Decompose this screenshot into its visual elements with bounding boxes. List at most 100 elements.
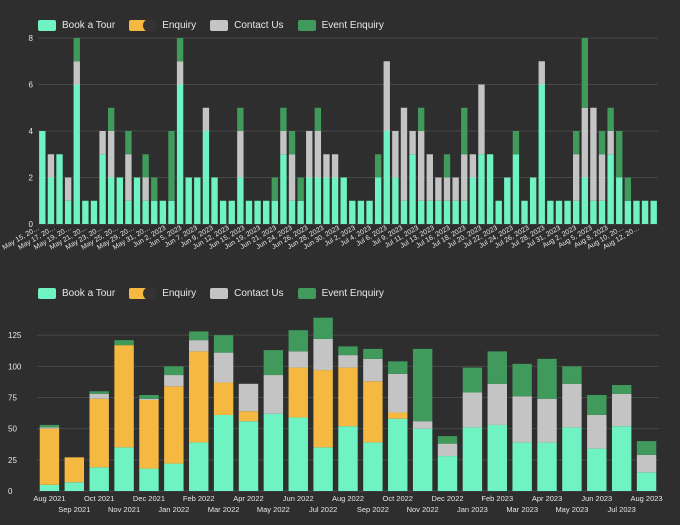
bar-segment-book-a-tour[interactable] xyxy=(529,177,537,225)
bar-segment-book-a-tour-monthly[interactable] xyxy=(388,418,408,491)
bar-segment-book-a-tour[interactable] xyxy=(504,177,511,225)
bar-segment-book-a-tour-monthly[interactable] xyxy=(263,413,284,491)
bar-segment-contact-us[interactable] xyxy=(443,177,451,201)
bar-segment-book-a-tour[interactable] xyxy=(297,200,304,224)
bar-segment-book-a-tour[interactable] xyxy=(452,200,459,224)
bar-segment-book-a-tour[interactable] xyxy=(56,154,63,224)
bar-segment-book-a-tour[interactable] xyxy=(573,200,580,224)
bar-segment-book-a-tour-monthly[interactable] xyxy=(164,463,184,491)
bar-segment-contact-us-monthly[interactable] xyxy=(288,351,308,368)
bar-segment-book-a-tour-monthly[interactable] xyxy=(512,442,532,491)
bar-segment-book-a-tour-monthly[interactable] xyxy=(139,468,159,491)
bar-segment-contact-us[interactable] xyxy=(573,154,580,201)
bar-segment-event-enquiry-monthly[interactable] xyxy=(288,330,308,352)
bar-segment-contact-us-monthly[interactable] xyxy=(363,358,383,382)
bar-segment-contact-us[interactable] xyxy=(469,154,477,178)
bar-segment-book-a-tour[interactable] xyxy=(400,200,408,224)
bar-segment-contact-us[interactable] xyxy=(461,154,468,201)
bar-segment-book-a-tour[interactable] xyxy=(538,84,545,225)
bar-segment-contact-us[interactable] xyxy=(538,61,545,85)
bar-segment-book-a-tour[interactable] xyxy=(228,200,235,224)
legend-item-enquiry[interactable]: Enquiry xyxy=(129,19,196,32)
bar-segment-book-a-tour[interactable] xyxy=(263,200,270,224)
bar-segment-event-enquiry[interactable] xyxy=(168,131,175,201)
bar-segment-event-enquiry[interactable] xyxy=(73,38,80,62)
bar-segment-book-a-tour[interactable] xyxy=(237,177,244,225)
bar-segment-enquiry-monthly[interactable] xyxy=(313,370,333,448)
legend-item-enquiry[interactable]: Enquiry xyxy=(129,287,196,300)
bar-segment-contact-us[interactable] xyxy=(237,131,244,178)
bar-segment-event-enquiry-monthly[interactable] xyxy=(562,366,582,384)
bar-segment-contact-us-monthly[interactable] xyxy=(263,375,284,414)
bar-segment-contact-us-monthly[interactable] xyxy=(164,375,184,387)
bar-segment-book-a-tour-monthly[interactable] xyxy=(213,414,234,491)
bar-segment-book-a-tour[interactable] xyxy=(650,200,657,224)
bar-segment-event-enquiry[interactable] xyxy=(108,107,115,131)
bar-segment-contact-us-monthly[interactable] xyxy=(213,352,234,383)
bar-segment-contact-us-monthly[interactable] xyxy=(487,383,507,425)
bar-segment-contact-us-monthly[interactable] xyxy=(462,392,483,428)
bar-segment-enquiry-monthly[interactable] xyxy=(238,411,259,422)
bar-segment-event-enquiry-monthly[interactable] xyxy=(114,340,134,346)
bar-segment-contact-us[interactable] xyxy=(435,177,442,201)
bar-segment-contact-us[interactable] xyxy=(426,154,433,201)
bar-segment-book-a-tour-monthly[interactable] xyxy=(562,427,582,491)
bar-segment-book-a-tour[interactable] xyxy=(555,200,563,224)
bar-segment-event-enquiry[interactable] xyxy=(443,154,451,178)
bar-segment-book-a-tour[interactable] xyxy=(366,200,373,224)
bar-segment-contact-us[interactable] xyxy=(125,154,132,201)
bar-segment-event-enquiry-monthly[interactable] xyxy=(412,348,433,422)
bar-segment-book-a-tour-monthly[interactable] xyxy=(487,424,507,491)
bar-segment-contact-us[interactable] xyxy=(392,131,399,178)
bar-segment-contact-us[interactable] xyxy=(598,154,606,201)
bar-segment-contact-us[interactable] xyxy=(280,131,287,155)
bar-segment-book-a-tour[interactable] xyxy=(323,177,330,225)
bar-segment-contact-us[interactable] xyxy=(202,107,210,131)
bar-segment-book-a-tour-monthly[interactable] xyxy=(64,482,85,491)
bar-segment-book-a-tour[interactable] xyxy=(194,177,201,225)
bar-segment-contact-us[interactable] xyxy=(590,107,597,201)
bar-segment-contact-us[interactable] xyxy=(452,177,459,201)
bar-segment-book-a-tour[interactable] xyxy=(443,200,451,224)
bar-segment-book-a-tour-monthly[interactable] xyxy=(537,442,557,491)
bar-segment-enquiry-monthly[interactable] xyxy=(338,367,358,427)
legend-item-book-a-tour[interactable]: Book a Tour xyxy=(38,288,115,299)
bar-segment-book-a-tour[interactable] xyxy=(245,200,253,224)
bar-segment-book-a-tour[interactable] xyxy=(564,200,571,224)
bar-segment-contact-us[interactable] xyxy=(331,154,339,178)
bar-segment-contact-us[interactable] xyxy=(176,61,184,85)
bar-segment-book-a-tour[interactable] xyxy=(185,177,192,225)
bar-segment-book-a-tour-monthly[interactable] xyxy=(636,472,657,491)
bar-segment-event-enquiry-monthly[interactable] xyxy=(587,395,607,415)
bar-segment-book-a-tour[interactable] xyxy=(314,177,322,225)
bar-segment-book-a-tour[interactable] xyxy=(288,200,296,224)
bar-segment-book-a-tour-monthly[interactable] xyxy=(611,426,632,491)
bar-segment-book-a-tour[interactable] xyxy=(108,177,115,225)
bar-segment-book-a-tour[interactable] xyxy=(357,200,365,224)
bar-segment-event-enquiry[interactable] xyxy=(374,154,382,178)
bar-segment-contact-us-monthly[interactable] xyxy=(388,373,408,413)
bar-segment-event-enquiry-monthly[interactable] xyxy=(462,367,483,393)
bar-segment-contact-us[interactable] xyxy=(400,107,408,201)
bar-segment-event-enquiry[interactable] xyxy=(418,107,425,131)
bar-segment-contact-us-monthly[interactable] xyxy=(338,355,358,368)
bar-segment-book-a-tour[interactable] xyxy=(125,200,132,224)
bar-segment-event-enquiry-monthly[interactable] xyxy=(437,436,458,444)
bar-segment-book-a-tour[interactable] xyxy=(82,200,89,224)
bar-segment-event-enquiry-monthly[interactable] xyxy=(139,395,159,399)
bar-segment-book-a-tour[interactable] xyxy=(392,177,399,225)
bar-segment-contact-us[interactable] xyxy=(418,131,425,201)
bar-segment-enquiry-monthly[interactable] xyxy=(388,412,408,419)
legend-item-event-enquiry[interactable]: Event Enquiry xyxy=(297,288,384,299)
bar-segment-book-a-tour[interactable] xyxy=(219,200,227,224)
bar-segment-book-a-tour[interactable] xyxy=(598,200,606,224)
bar-segment-event-enquiry-monthly[interactable] xyxy=(89,391,109,394)
bar-segment-contact-us[interactable] xyxy=(607,131,614,155)
bar-segment-event-enquiry[interactable] xyxy=(598,131,606,155)
bar-segment-contact-us-monthly[interactable] xyxy=(139,398,159,400)
bar-segment-event-enquiry-monthly[interactable] xyxy=(388,361,408,374)
bar-segment-book-a-tour[interactable] xyxy=(547,200,554,224)
bar-segment-contact-us[interactable] xyxy=(306,131,313,178)
bar-segment-event-enquiry-monthly[interactable] xyxy=(512,363,532,397)
bar-segment-book-a-tour[interactable] xyxy=(461,200,468,224)
